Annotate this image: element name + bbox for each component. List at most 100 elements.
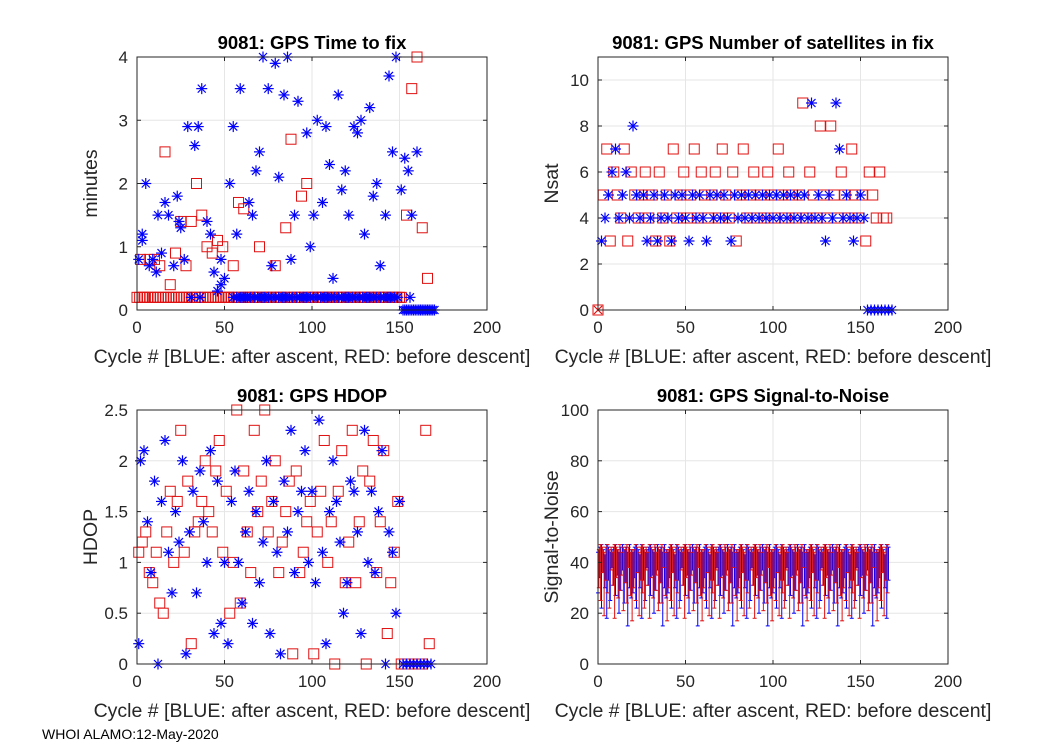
x-tick-label: 150 bbox=[846, 672, 874, 691]
marker-before-descent bbox=[178, 546, 190, 558]
x-tick-label: 0 bbox=[593, 672, 602, 691]
marker-after-ascent bbox=[795, 212, 807, 224]
marker-before-descent bbox=[262, 526, 274, 538]
marker-after-ascent bbox=[304, 241, 316, 253]
marker-before-descent bbox=[422, 272, 433, 284]
marker-after-ascent bbox=[168, 260, 180, 272]
y-tick-label: 40 bbox=[570, 553, 589, 572]
y-tick-label: 10 bbox=[570, 71, 589, 90]
marker-before-descent bbox=[140, 526, 152, 538]
error-bar bbox=[761, 546, 766, 612]
marker-before-descent bbox=[783, 166, 795, 178]
marker-after-ascent bbox=[858, 212, 870, 224]
marker-after-ascent bbox=[240, 526, 251, 538]
marker-before-descent bbox=[772, 143, 784, 155]
chart-title: 9081: GPS Signal-to-Noise bbox=[657, 385, 889, 406]
marker-after-ascent bbox=[352, 127, 363, 139]
marker-before-descent bbox=[653, 166, 665, 178]
marker-after-ascent bbox=[652, 235, 663, 247]
marker-before-descent bbox=[159, 146, 171, 158]
marker-after-ascent bbox=[152, 209, 164, 221]
marker-before-descent bbox=[304, 495, 316, 507]
marker-after-ascent bbox=[341, 577, 353, 589]
marker-before-descent bbox=[168, 556, 180, 568]
marker-before-descent bbox=[238, 203, 250, 215]
marker-after-ascent bbox=[301, 127, 313, 139]
marker-before-descent bbox=[161, 526, 173, 538]
marker-before-descent bbox=[164, 485, 176, 497]
marker-before-descent bbox=[227, 260, 239, 272]
marker-before-descent bbox=[336, 445, 348, 457]
marker-after-ascent bbox=[613, 212, 625, 224]
y-axis-label: Nsat bbox=[541, 163, 563, 204]
footer-text: WHOI ALAMO:12-May-2020 bbox=[42, 726, 219, 742]
marker-after-ascent bbox=[215, 253, 227, 265]
marker-after-ascent bbox=[820, 235, 831, 247]
marker-before-descent bbox=[182, 475, 194, 487]
data-layer bbox=[596, 544, 891, 627]
y-tick-label: 6 bbox=[580, 163, 589, 182]
marker-after-ascent bbox=[395, 184, 407, 196]
y-tick-label: 100 bbox=[561, 401, 589, 420]
marker-before-descent bbox=[296, 190, 307, 202]
marker-before-descent bbox=[825, 120, 837, 132]
marker-after-ascent bbox=[327, 272, 339, 284]
marker-before-descent bbox=[639, 166, 651, 178]
error-bar bbox=[647, 544, 652, 619]
marker-after-ascent bbox=[690, 212, 702, 224]
marker-after-ascent bbox=[806, 97, 817, 109]
error-bar bbox=[726, 546, 731, 612]
marker-after-ascent bbox=[159, 434, 171, 446]
marker-before-descent bbox=[322, 556, 334, 568]
marker-after-ascent bbox=[201, 556, 213, 568]
marker-before-descent bbox=[150, 546, 162, 558]
x-tick-label: 100 bbox=[759, 318, 787, 337]
marker-before-descent bbox=[297, 546, 309, 558]
x-tick-label: 100 bbox=[759, 672, 787, 691]
marker-after-ascent bbox=[194, 291, 206, 303]
x-tick-label: 0 bbox=[593, 318, 602, 337]
marker-after-ascent bbox=[827, 212, 838, 224]
chart-title: 9081: GPS Time to fix bbox=[218, 32, 408, 53]
marker-before-descent bbox=[688, 143, 700, 155]
marker-after-ascent bbox=[348, 485, 360, 497]
marker-before-descent bbox=[332, 485, 344, 497]
marker-before-descent bbox=[381, 628, 393, 640]
marker-after-ascent bbox=[339, 165, 351, 177]
marker-before-descent bbox=[860, 235, 872, 247]
marker-after-ascent bbox=[163, 546, 174, 558]
marker-after-ascent bbox=[159, 196, 171, 208]
marker-before-descent bbox=[804, 166, 816, 178]
marker-before-descent bbox=[290, 465, 302, 477]
marker-after-ascent bbox=[208, 628, 220, 640]
marker-before-descent bbox=[301, 178, 313, 189]
marker-after-ascent bbox=[289, 567, 300, 579]
marker-before-descent bbox=[210, 465, 222, 477]
x-tick-label: 100 bbox=[298, 318, 326, 337]
marker-before-descent bbox=[170, 247, 181, 259]
marker-after-ascent bbox=[138, 445, 150, 457]
marker-before-descent bbox=[867, 189, 879, 201]
marker-after-ascent bbox=[250, 506, 262, 518]
y-tick-label: 0 bbox=[119, 655, 128, 674]
marker-before-descent bbox=[285, 133, 297, 145]
marker-before-descent bbox=[273, 567, 285, 579]
marker-after-ascent bbox=[156, 495, 167, 507]
marker-after-ascent bbox=[694, 189, 705, 201]
marker-before-descent bbox=[420, 424, 432, 436]
marker-after-ascent bbox=[163, 209, 174, 221]
error-bar bbox=[694, 544, 699, 604]
marker-after-ascent bbox=[757, 189, 768, 201]
marker-after-ascent bbox=[261, 455, 272, 467]
marker-after-ascent bbox=[191, 587, 202, 599]
marker-before-descent bbox=[846, 143, 858, 155]
marker-before-descent bbox=[217, 241, 229, 253]
marker-after-ascent bbox=[150, 266, 162, 278]
marker-after-ascent bbox=[767, 212, 779, 224]
y-tick-label: 0 bbox=[580, 301, 589, 320]
x-tick-label: 50 bbox=[676, 672, 695, 691]
x-tick-label: 200 bbox=[473, 672, 501, 691]
marker-after-ascent bbox=[226, 495, 237, 507]
marker-before-descent bbox=[353, 516, 365, 528]
marker-after-ascent bbox=[243, 485, 255, 497]
